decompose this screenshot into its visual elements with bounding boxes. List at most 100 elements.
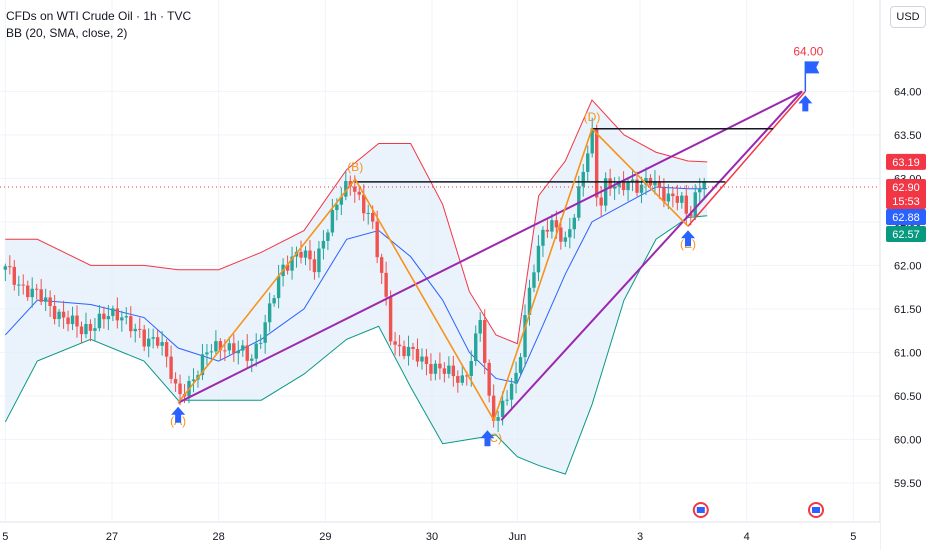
candle-body <box>586 153 590 172</box>
candle-body <box>317 248 321 273</box>
candle-body <box>34 288 39 290</box>
candle-body <box>581 171 585 187</box>
candle-body <box>308 250 312 260</box>
price-tag-bg <box>886 179 926 210</box>
candle-body <box>527 287 532 316</box>
candle-body <box>657 181 662 188</box>
candle-body <box>370 212 375 222</box>
time-tick-label: 27 <box>106 531 118 543</box>
event-flag-icon <box>692 502 709 518</box>
candle-body <box>491 395 496 421</box>
time-axis-bg <box>0 522 880 550</box>
time-tick-label: 5 <box>850 531 856 543</box>
candle-body <box>160 342 164 346</box>
price-tag-value: 63.19 <box>892 157 920 169</box>
event-icon-flag <box>696 507 705 513</box>
price-tag: 62.88 <box>886 209 926 226</box>
candle-body <box>326 232 330 241</box>
candle-body <box>379 257 384 273</box>
candle-body <box>66 317 70 325</box>
price-tick-label: 60.50 <box>894 391 922 403</box>
candle-body <box>102 313 106 320</box>
candle-body <box>684 195 688 214</box>
candle-body <box>375 221 379 258</box>
candle-body <box>236 350 240 354</box>
candle-body <box>456 376 460 383</box>
candle-body <box>487 362 491 396</box>
candle-body <box>173 378 178 384</box>
target-projection-line <box>687 90 806 227</box>
symbol-title[interactable]: CFDs on WTI Crude Oil · 1h · TVC <box>6 9 192 23</box>
candle-body <box>433 363 438 374</box>
time-tick-label: 29 <box>319 531 331 543</box>
chart-legend: CFDs on WTI Crude Oil · 1h · TVC BB (20,… <box>6 8 191 42</box>
candle-body <box>155 337 160 346</box>
candle-body <box>608 178 612 189</box>
price-tag-bg <box>886 226 926 243</box>
price-tag: 62.57 <box>886 226 926 243</box>
candle-body <box>93 328 97 331</box>
price-tick-label: 59.50 <box>894 478 922 490</box>
candle-body <box>590 128 594 154</box>
candle-body <box>146 338 151 347</box>
candle-body <box>630 179 635 182</box>
candle-body <box>420 356 424 362</box>
candle-body <box>241 345 245 351</box>
price-tag-bg <box>886 209 926 226</box>
candle-body <box>424 356 429 365</box>
candle-body <box>545 229 550 232</box>
candle-body <box>357 191 361 195</box>
candle-body <box>115 308 120 321</box>
candle-body <box>250 358 254 361</box>
candle-body <box>594 128 599 198</box>
candle-body <box>133 328 137 332</box>
candle-body <box>129 316 133 332</box>
candle-body <box>124 316 128 318</box>
indicator-label[interactable]: BB (20, SMA, close, 2) <box>6 26 128 40</box>
candle-body <box>429 364 433 374</box>
candle-body <box>509 383 514 400</box>
candle-body <box>482 320 487 363</box>
candle-body <box>88 323 93 331</box>
candle-body <box>415 348 420 362</box>
candle-body <box>447 365 451 374</box>
candle-body <box>550 220 554 232</box>
up-arrow-icon <box>798 95 813 112</box>
price-tick-label: 61.50 <box>894 304 922 316</box>
candle-body <box>61 311 66 318</box>
candle-body <box>21 284 25 286</box>
price-tick-label: 62.00 <box>894 260 922 272</box>
currency-button[interactable]: USD <box>890 6 926 28</box>
candle-body <box>8 266 12 268</box>
candle-body <box>451 365 456 377</box>
time-tick-label: 28 <box>213 531 225 543</box>
candle-body <box>653 181 657 186</box>
price-tag: 63.19 <box>886 153 926 170</box>
candle-body <box>680 195 684 203</box>
candle-body <box>232 343 236 354</box>
candle-body <box>689 213 693 217</box>
candles <box>3 117 706 433</box>
candle-body <box>366 212 370 214</box>
candle-body <box>559 227 563 242</box>
candle-body <box>344 181 348 197</box>
candle-body <box>39 289 43 302</box>
candle-body <box>30 288 34 298</box>
candle-body <box>536 245 541 273</box>
candle-body <box>460 375 464 383</box>
candle-body <box>568 229 572 238</box>
candle-body <box>532 272 536 288</box>
candle-body <box>57 311 61 320</box>
candle-body <box>518 357 523 373</box>
candle-body <box>554 220 559 228</box>
candle-body <box>79 326 84 335</box>
candle-body <box>505 399 509 401</box>
price-tag-value: 62.90 <box>892 182 920 194</box>
candle-body <box>635 179 639 193</box>
pattern-label-d: (D) <box>584 110 601 124</box>
candle-body <box>254 343 258 359</box>
candle-body <box>406 346 411 357</box>
candle-body <box>693 192 697 217</box>
